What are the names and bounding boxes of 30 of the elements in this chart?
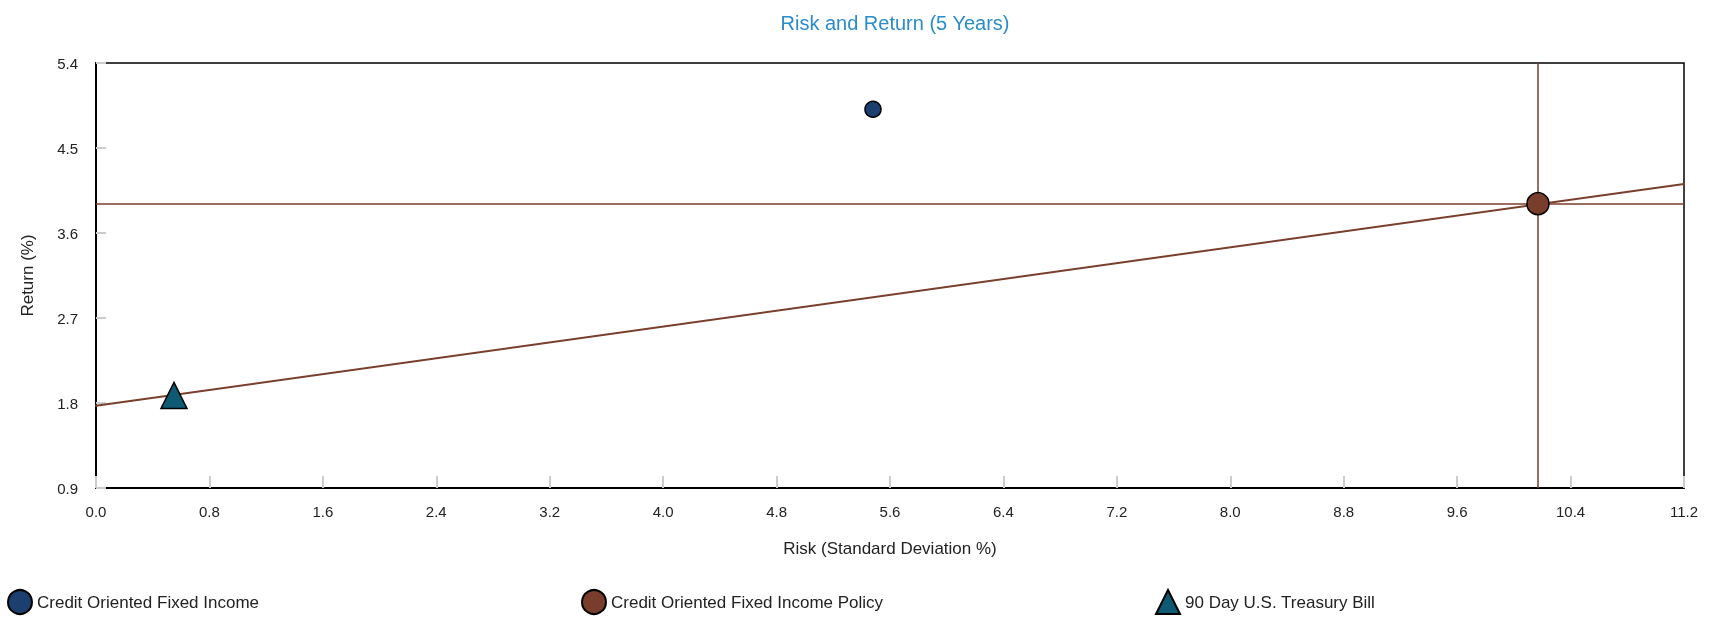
y-axis-title: Return (%) <box>18 234 37 317</box>
legend-label: Credit Oriented Fixed Income <box>37 592 260 612</box>
y-tick-label: 0.9 <box>57 479 78 497</box>
legend-label: Credit Oriented Fixed Income Policy <box>611 592 884 612</box>
x-tick-label: 4.8 <box>766 503 787 520</box>
x-tick-label: 3.2 <box>539 503 561 520</box>
x-tick-label: 7.2 <box>1106 503 1128 520</box>
x-tick-label: 5.6 <box>879 503 901 520</box>
y-tick-label: 5.4 <box>57 54 78 72</box>
y-tick-label: 2.7 <box>57 309 78 327</box>
chart-title: Risk and Return (5 Years) <box>780 12 1010 34</box>
x-tick-label: 6.4 <box>993 503 1014 520</box>
x-tick-label: 4.0 <box>652 503 674 520</box>
x-tick-label: 0.0 <box>85 503 107 520</box>
y-tick-label: 4.5 <box>57 139 78 157</box>
point <box>160 381 188 410</box>
x-tick-label: 8.0 <box>1219 503 1241 520</box>
x-axis-title: Risk (Standard Deviation %) <box>783 539 997 558</box>
x-tick-label: 2.4 <box>425 503 447 520</box>
legend-label: 90 Day U.S. Treasury Bill <box>1185 592 1375 612</box>
x-tick-label: 10.4 <box>1555 503 1586 520</box>
y-tick-label: 3.6 <box>57 224 78 242</box>
x-tick-label: 9.6 <box>1446 503 1468 520</box>
x-tick-label: 1.6 <box>312 503 334 520</box>
x-tick-label: 0.8 <box>199 503 220 520</box>
x-tick-label: 11.2 <box>1669 503 1699 520</box>
point <box>864 100 882 119</box>
point <box>1526 191 1550 216</box>
x-tick-label: 8.8 <box>1333 503 1355 520</box>
y-tick-label: 1.8 <box>57 394 78 412</box>
